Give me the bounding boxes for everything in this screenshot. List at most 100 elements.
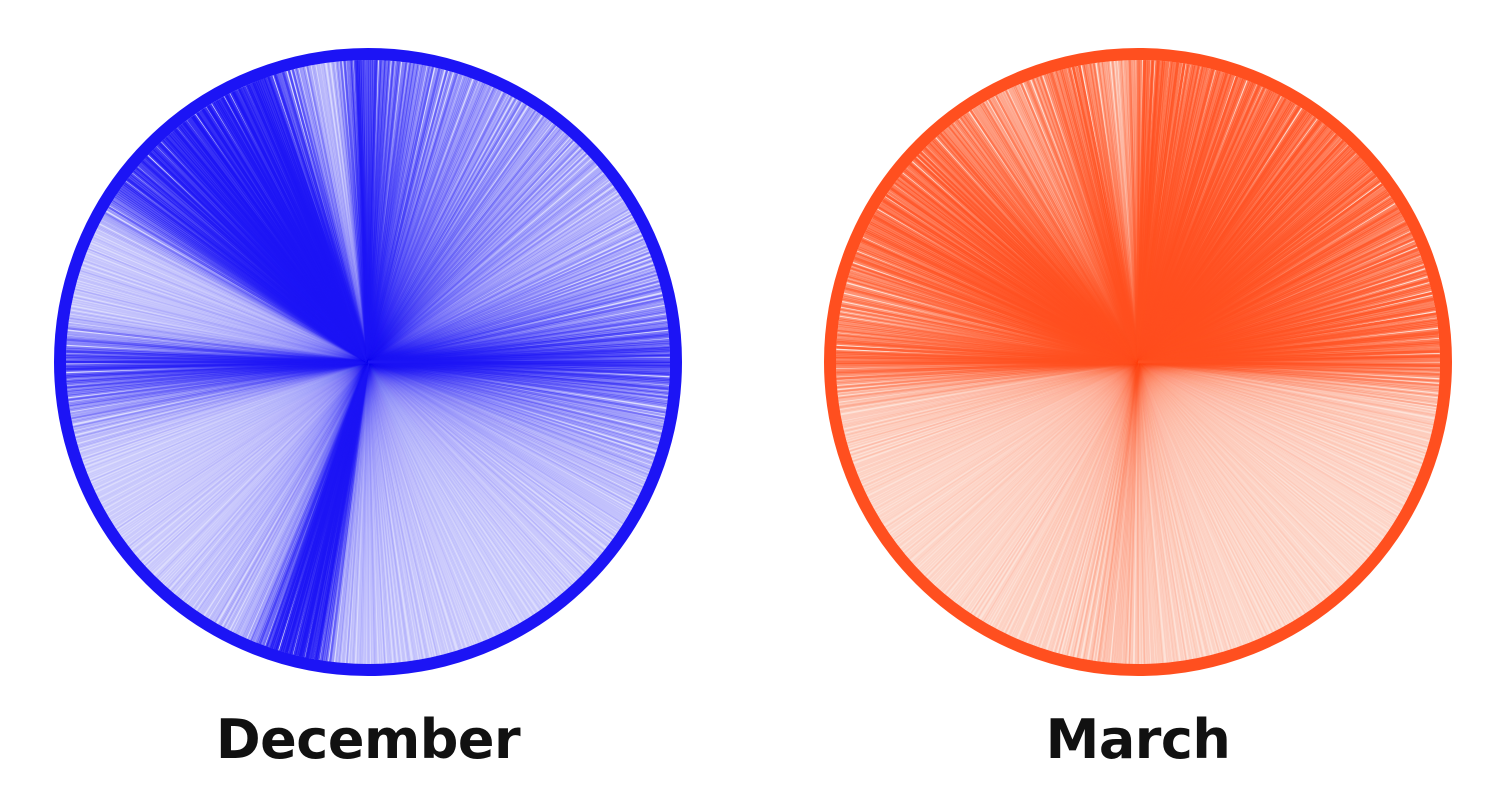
ray-line [83, 361, 369, 466]
ray-line [367, 361, 650, 473]
ray-line [367, 360, 666, 414]
ray-line [71, 360, 369, 424]
ray-line [1091, 361, 1139, 661]
ray-line [172, 361, 369, 594]
ray-line [367, 361, 639, 498]
ray-line [367, 194, 621, 363]
ray-line [882, 361, 1139, 525]
ray-line [1137, 361, 1143, 665]
ray-line [326, 62, 369, 363]
ray-line [69, 360, 369, 408]
ray-line [367, 361, 608, 548]
ray-line [234, 361, 369, 634]
ray-line [1103, 361, 1139, 663]
ray-line [366, 67, 438, 363]
ray-line [306, 65, 370, 363]
ray-line [367, 361, 553, 602]
ray-line [1040, 361, 1139, 649]
ray-line [1004, 361, 1139, 634]
ray-line [73, 361, 369, 431]
ray-line [367, 361, 561, 596]
ray-line [77, 361, 369, 447]
ray-line [897, 361, 1139, 547]
ray-line [367, 361, 543, 610]
ray-line [972, 108, 1140, 363]
ray-line [74, 290, 369, 363]
ray-line [72, 361, 369, 429]
ray-line [367, 361, 613, 541]
ray-line [959, 361, 1139, 607]
ray-line [1137, 361, 1195, 659]
ray-line [1027, 79, 1140, 363]
ray-line [1137, 361, 1381, 544]
ray-line [101, 217, 369, 363]
ray-line [1137, 361, 1358, 571]
ray-line [115, 361, 369, 530]
ray-line [367, 219, 636, 363]
ray-line [68, 360, 369, 402]
ray-line [92, 361, 369, 489]
ray-line [85, 361, 369, 471]
ray-line [367, 100, 522, 363]
ray-line [367, 361, 383, 664]
ray-line [148, 361, 369, 572]
ray-line [367, 216, 634, 363]
ray-line [294, 68, 370, 363]
ray-line [367, 171, 604, 363]
ray-line [852, 361, 1139, 462]
ray-line [366, 65, 427, 363]
ray-line [367, 361, 377, 664]
ray-line [1083, 361, 1139, 660]
ray-line [1137, 361, 1430, 444]
ray-line [204, 361, 369, 618]
ray-line [367, 361, 595, 564]
ray-line [366, 73, 462, 363]
ray-line [1137, 361, 1176, 662]
ray-line [108, 206, 369, 363]
ray-line [95, 361, 369, 495]
ray-line [308, 65, 370, 363]
ray-line [1137, 361, 1187, 661]
ray-line [89, 243, 369, 363]
ray-line [366, 63, 419, 363]
ray-line [367, 226, 639, 363]
ray-line [208, 361, 369, 620]
ray-line [367, 361, 584, 576]
ray-line [1001, 361, 1139, 633]
ray-line [1137, 361, 1251, 643]
ray-line [941, 361, 1139, 592]
ray-line [999, 92, 1140, 363]
ray-line [1137, 361, 1313, 610]
ray-line [241, 361, 369, 638]
ray-line [1137, 361, 1233, 650]
ray-line [844, 361, 1139, 437]
ray-line [367, 317, 667, 364]
ray-line [366, 82, 486, 363]
ray-line [367, 361, 651, 471]
ray-line [196, 361, 369, 612]
ray-line [367, 361, 655, 460]
ray-line [306, 65, 370, 363]
ray-line [906, 361, 1139, 558]
ray-line [219, 361, 369, 626]
ray-line [1137, 361, 1149, 664]
ray-line [68, 319, 369, 363]
ray-line [1137, 361, 1264, 638]
ray-line [856, 361, 1139, 473]
ray-line [144, 361, 369, 567]
ray-line [367, 361, 477, 645]
ray-line [367, 361, 445, 655]
ray-line [249, 361, 370, 641]
ray-line [862, 361, 1139, 488]
ray-line [367, 361, 557, 600]
ray-line [1137, 361, 1342, 587]
ray-line [870, 361, 1139, 504]
ray-line [367, 164, 598, 363]
ray-line [1137, 361, 1162, 664]
ray-line [367, 148, 584, 363]
ray-line [848, 361, 1139, 449]
ray-line [367, 361, 642, 493]
ray-line [367, 94, 510, 363]
ray-line [367, 361, 391, 664]
ray-line [367, 307, 666, 364]
